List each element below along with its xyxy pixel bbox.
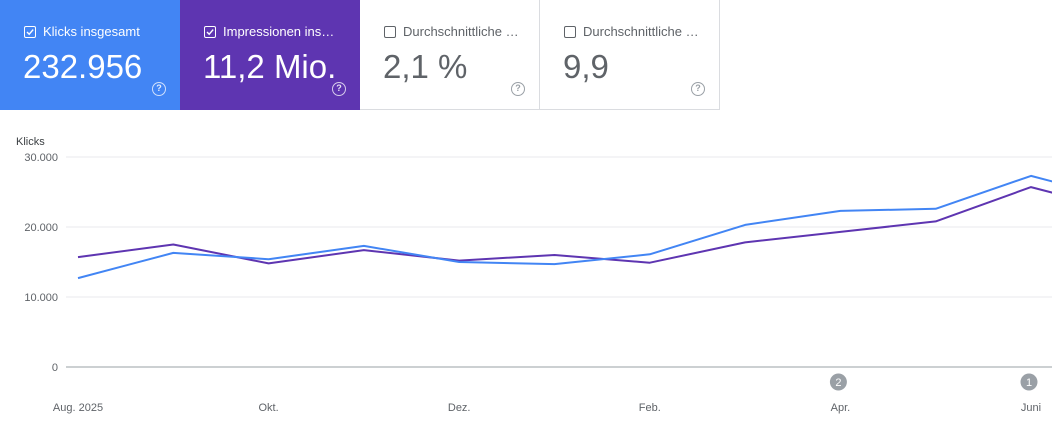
card-value: 11,2 Mio. (203, 48, 337, 85)
card-clicks[interactable]: Klicks insgesamt 232.956 ? (0, 0, 180, 110)
annotation-marker (1020, 373, 1038, 391)
checkbox-icon[interactable] (564, 26, 576, 38)
card-impressions[interactable]: Impressionen ins… 11,2 Mio. ? (180, 0, 360, 110)
x-tick-label: Okt. (259, 402, 279, 414)
card-value: 9,9 (563, 48, 609, 85)
card-label: Durchschnittliche … (403, 24, 519, 39)
performance-chart: Klicks 0 10.000 20.000 30.000 Aug. 2025 Okt. De… (0, 120, 1052, 440)
checkbox-icon[interactable] (24, 26, 36, 38)
card-value: 2,1 % (383, 48, 468, 85)
x-tick-label: Feb. (639, 402, 661, 414)
metric-cards: Klicks insgesamt 232.956 ? Impressionen … (0, 0, 720, 110)
card-ctr[interactable]: Durchschnittliche … 2,1 % ? (360, 0, 540, 110)
card-value: 232.956 (23, 48, 143, 85)
y-tick-label: 0 (52, 362, 58, 374)
y-axis-label: Klicks (16, 136, 45, 148)
card-label: Durchschnittliche … (583, 24, 699, 39)
checkbox-icon[interactable] (384, 26, 396, 38)
checkbox-icon[interactable] (204, 26, 216, 38)
x-tick-label: Aug. 2025 (53, 402, 103, 414)
series-line (77, 186, 1052, 265)
annotation-label: 1 (1026, 377, 1032, 389)
series-line (77, 174, 1052, 280)
x-tick-label: Dez. (448, 402, 471, 414)
card-position[interactable]: Durchschnittliche … 9,9 ? (540, 0, 720, 110)
annotation-label: 2 (835, 377, 841, 389)
help-icon[interactable]: ? (691, 82, 705, 96)
help-icon[interactable]: ? (332, 82, 346, 96)
line-chart: Klicks 0 10.000 20.000 30.000 Aug. 2025 Okt. De… (16, 136, 1052, 414)
y-tick-label: 10.000 (24, 292, 58, 304)
y-tick-label: 30.000 (24, 152, 58, 164)
card-label: Klicks insgesamt (43, 24, 140, 39)
help-icon[interactable]: ? (152, 82, 166, 96)
y-tick-label: 20.000 (24, 222, 58, 234)
x-tick-label: Apr. (831, 402, 851, 414)
help-icon[interactable]: ? (511, 82, 525, 96)
card-label: Impressionen ins… (223, 24, 335, 39)
annotation-marker (829, 373, 847, 391)
x-tick-label: Juni (1021, 402, 1041, 414)
